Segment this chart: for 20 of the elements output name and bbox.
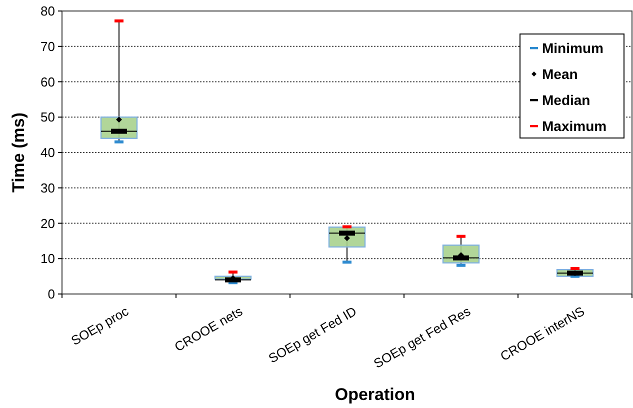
y-tick-label: 30 [40, 180, 55, 196]
y-tick-label: 0 [48, 286, 55, 302]
y-tick-label: 60 [40, 74, 55, 90]
y-axis-title: Time (ms) [9, 112, 28, 192]
y-tick-label: 80 [40, 4, 55, 19]
x-axis-title: Operation [334, 385, 416, 404]
x-tick-label: SOEp get Fed ID [266, 303, 360, 366]
point [344, 235, 350, 242]
x-tick-label: SOEp proc [68, 303, 132, 348]
y-tick-label: 10 [40, 251, 55, 266]
y-tick-label: 20 [40, 216, 55, 231]
y-tick-label: 50 [40, 110, 55, 125]
legend-label: Minimum [542, 40, 604, 56]
legend-label: Maximum [542, 118, 607, 134]
legend-label: Mean [542, 66, 578, 82]
y-tick-label: 70 [40, 38, 55, 54]
x-tick-label: SOEp get Fed Res [371, 303, 474, 372]
y-tick-label: 40 [40, 145, 55, 160]
legend-label: Median [542, 92, 590, 108]
point [116, 116, 122, 123]
